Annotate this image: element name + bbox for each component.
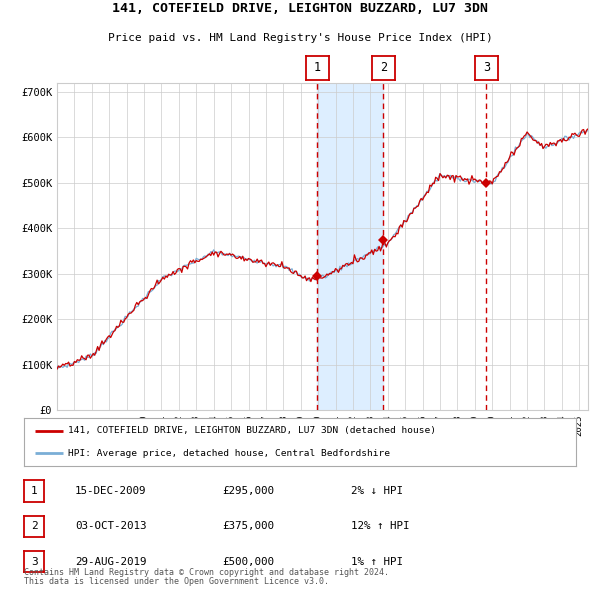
Text: 2: 2 bbox=[31, 522, 38, 531]
Text: 141, COTEFIELD DRIVE, LEIGHTON BUZZARD, LU7 3DN: 141, COTEFIELD DRIVE, LEIGHTON BUZZARD, … bbox=[112, 2, 488, 15]
Text: 03-OCT-2013: 03-OCT-2013 bbox=[75, 522, 146, 531]
Text: HPI: Average price, detached house, Central Bedfordshire: HPI: Average price, detached house, Cent… bbox=[68, 448, 390, 457]
Text: £375,000: £375,000 bbox=[222, 522, 274, 531]
Text: 15-DEC-2009: 15-DEC-2009 bbox=[75, 486, 146, 496]
Text: 2% ↓ HPI: 2% ↓ HPI bbox=[351, 486, 403, 496]
Text: Price paid vs. HM Land Registry's House Price Index (HPI): Price paid vs. HM Land Registry's House … bbox=[107, 33, 493, 43]
Text: 1: 1 bbox=[314, 61, 321, 74]
Text: 141, COTEFIELD DRIVE, LEIGHTON BUZZARD, LU7 3DN (detached house): 141, COTEFIELD DRIVE, LEIGHTON BUZZARD, … bbox=[68, 427, 436, 435]
Text: £500,000: £500,000 bbox=[222, 557, 274, 566]
Bar bbox=[317, 83, 383, 410]
Text: Contains HM Land Registry data © Crown copyright and database right 2024.: Contains HM Land Registry data © Crown c… bbox=[24, 568, 389, 577]
Text: 29-AUG-2019: 29-AUG-2019 bbox=[75, 557, 146, 566]
Text: 2: 2 bbox=[380, 61, 387, 74]
Text: 1: 1 bbox=[31, 486, 38, 496]
Text: 12% ↑ HPI: 12% ↑ HPI bbox=[351, 522, 409, 531]
Text: £295,000: £295,000 bbox=[222, 486, 274, 496]
Text: This data is licensed under the Open Government Licence v3.0.: This data is licensed under the Open Gov… bbox=[24, 578, 329, 586]
Text: 1% ↑ HPI: 1% ↑ HPI bbox=[351, 557, 403, 566]
Text: 3: 3 bbox=[31, 557, 38, 566]
Text: 3: 3 bbox=[483, 61, 490, 74]
